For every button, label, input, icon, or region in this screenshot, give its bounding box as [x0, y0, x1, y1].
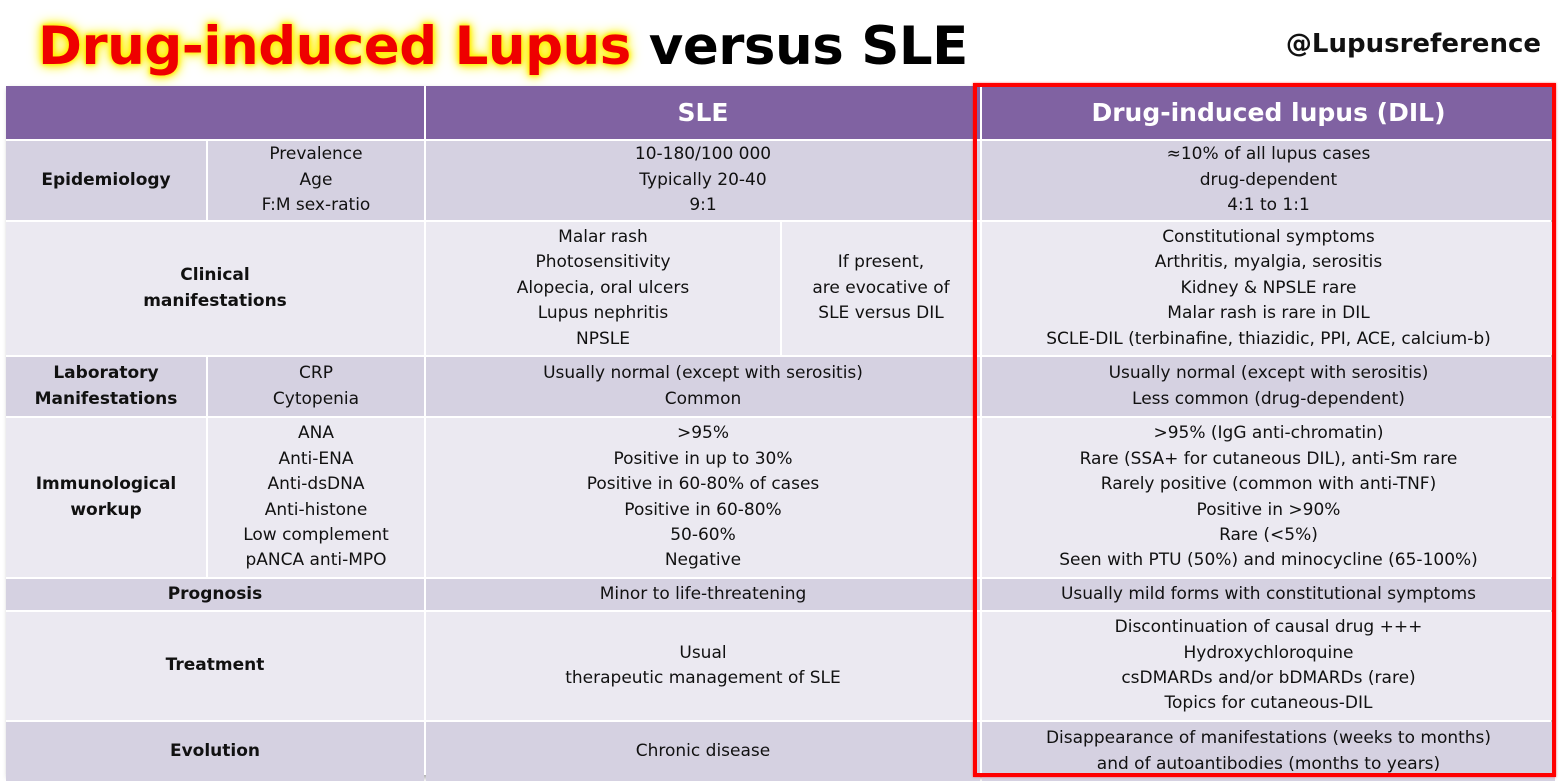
- row-label-treatment: Treatment: [6, 612, 424, 720]
- sle-clinical-note: If present, are evocative of SLE versus …: [782, 222, 980, 355]
- comparison-table: SLE Drug-induced lupus (DIL) Epidemiolog…: [6, 86, 1555, 781]
- dil-clinical: Constitutional symptoms Arthritis, myalg…: [982, 222, 1555, 355]
- sle-immunological: >95% Positive in up to 30% Positive in 6…: [426, 418, 980, 577]
- params-epidemiology: Prevalence Age F:M sex-ratio: [208, 141, 424, 220]
- params-laboratory: CRP Cytopenia: [208, 357, 424, 416]
- dil-immunological: >95% (IgG anti-chromatin) Rare (SSA+ for…: [982, 418, 1555, 577]
- dil-laboratory: Usually normal (except with serositis) L…: [982, 357, 1555, 416]
- row-label-laboratory: Laboratory Manifestations: [6, 357, 206, 416]
- row-label-epidemiology: Epidemiology: [6, 141, 206, 220]
- title-rest: versus SLE: [648, 16, 969, 77]
- dil-treatment: Discontinuation of causal drug +++ Hydro…: [982, 612, 1555, 720]
- dil-evolution: Disappearance of manifestations (weeks t…: [982, 722, 1555, 781]
- params-immunological: ANA Anti-ENA Anti-dsDNA Anti-histone Low…: [208, 418, 424, 577]
- header-empty-cell: [6, 86, 424, 139]
- sle-epidemiology: 10-180/100 000 Typically 20-40 9:1: [426, 141, 980, 220]
- row-label-evolution: Evolution: [6, 722, 424, 781]
- dil-prognosis: Usually mild forms with constitutional s…: [982, 579, 1555, 610]
- header-dil: Drug-induced lupus (DIL): [982, 86, 1555, 139]
- header-sle: SLE: [426, 86, 980, 139]
- title-highlight: Drug-induced Lupus: [38, 16, 631, 77]
- dil-epidemiology: ≈10% of all lupus cases drug-dependent 4…: [982, 141, 1555, 220]
- sle-evolution: Chronic disease: [426, 722, 980, 781]
- row-label-immunological: Immunological workup: [6, 418, 206, 577]
- sle-prognosis: Minor to life-threatening: [426, 579, 980, 610]
- sle-laboratory: Usually normal (except with serositis) C…: [426, 357, 980, 416]
- row-label-clinical: Clinical manifestations: [6, 222, 424, 355]
- sle-treatment: Usual therapeutic management of SLE: [426, 612, 980, 720]
- author-handle: @Lupusreference: [1285, 29, 1541, 59]
- page-title: Drug-induced Lupus versus SLE: [38, 12, 968, 82]
- row-label-prognosis: Prognosis: [6, 579, 424, 610]
- sle-clinical: Malar rash Photosensitivity Alopecia, or…: [426, 222, 780, 355]
